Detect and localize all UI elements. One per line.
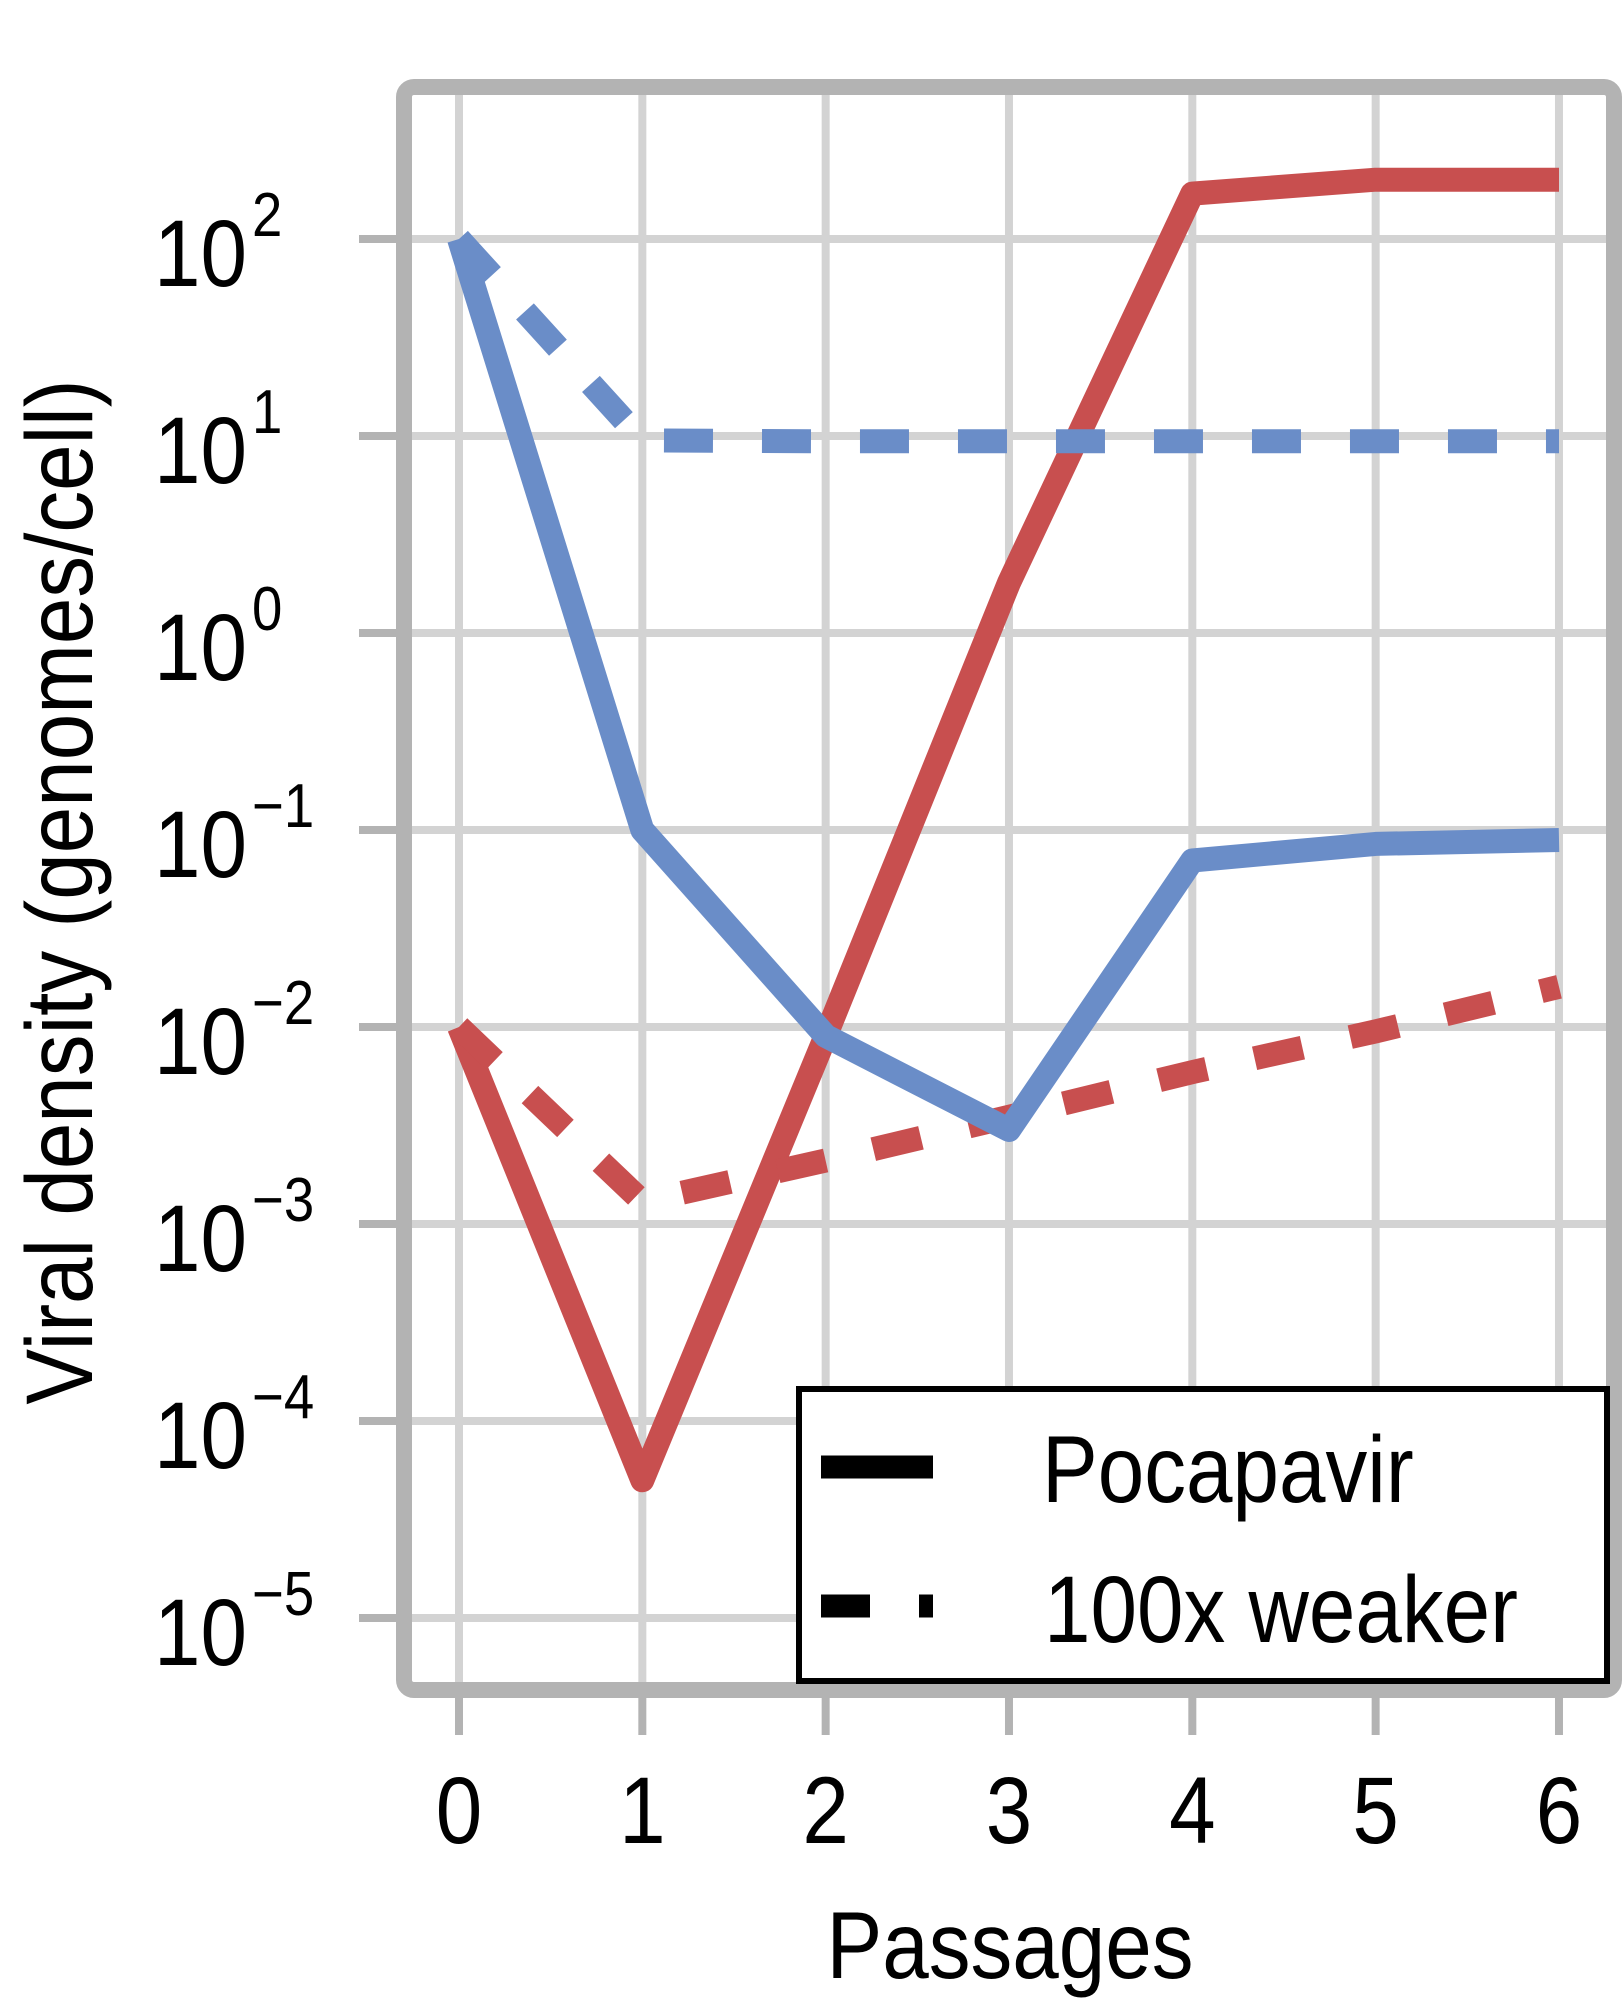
y-tick-label-exponent: −3: [252, 1166, 314, 1235]
y-tick-label-exponent: −2: [252, 969, 314, 1038]
x-axis-title: Passages: [826, 1892, 1193, 1998]
x-tick-label: 0: [436, 1757, 482, 1863]
y-tick-label: 10 −2: [154, 969, 314, 1094]
y-tick-label-base: 10: [154, 1185, 247, 1291]
y-tick-label: 10 −4: [154, 1363, 314, 1488]
x-tick-label: 1: [619, 1757, 665, 1863]
y-tick-label: 10 −3: [154, 1166, 314, 1291]
y-tick-label-exponent: −1: [252, 772, 314, 841]
x-tick-label: 3: [986, 1757, 1032, 1863]
series-line-pocapavir-blue: [447, 235, 1560, 1142]
y-tick-label: 10 0: [154, 575, 282, 700]
x-tick-label: 4: [1169, 1757, 1215, 1863]
y-tick-label-exponent: −4: [252, 1363, 314, 1432]
x-tick-label: 5: [1352, 1757, 1398, 1863]
legend-box: [796, 1386, 1610, 1684]
y-tick-label-base: 10: [154, 594, 247, 700]
y-tick-label-base: 10: [154, 397, 247, 503]
legend: Pocapavir 100x weaker: [796, 1386, 1610, 1684]
series-lines: [447, 167, 1562, 1493]
y-tick-label-base: 10: [154, 200, 247, 306]
y-tick-label-exponent: 0: [252, 575, 282, 644]
y-tick-label-exponent: 1: [252, 378, 282, 447]
legend-label-dashed: 100x weaker: [1044, 1556, 1518, 1662]
x-tick-labels: 0 1 2 3 4 5 6: [436, 1757, 1582, 1863]
y-tick-label-base: 10: [154, 1382, 247, 1488]
y-tick-label: 10 −5: [154, 1560, 314, 1685]
x-tick-label: 2: [802, 1757, 848, 1863]
y-tick-label-base: 10: [154, 988, 247, 1094]
x-tick-label: 6: [1536, 1757, 1582, 1863]
y-tick-label-exponent: 2: [252, 181, 282, 250]
y-tick-label-exponent: −5: [252, 1560, 314, 1629]
y-tick-label-base: 10: [154, 791, 247, 897]
y-axis-title: Viral density (genomes/cell): [6, 379, 112, 1404]
y-tick-label: 10 −1: [154, 772, 314, 897]
series-line-pocapavir-red: [447, 167, 1559, 1493]
y-tick-label-base: 10: [154, 1579, 247, 1685]
legend-label-solid: Pocapavir: [1042, 1416, 1414, 1522]
y-tick-label: 10 1: [154, 378, 282, 503]
series-line-100x-weaker-blue: [450, 230, 1559, 454]
y-tick-label: 10 2: [154, 181, 282, 306]
plot-frame: [396, 79, 1622, 1698]
